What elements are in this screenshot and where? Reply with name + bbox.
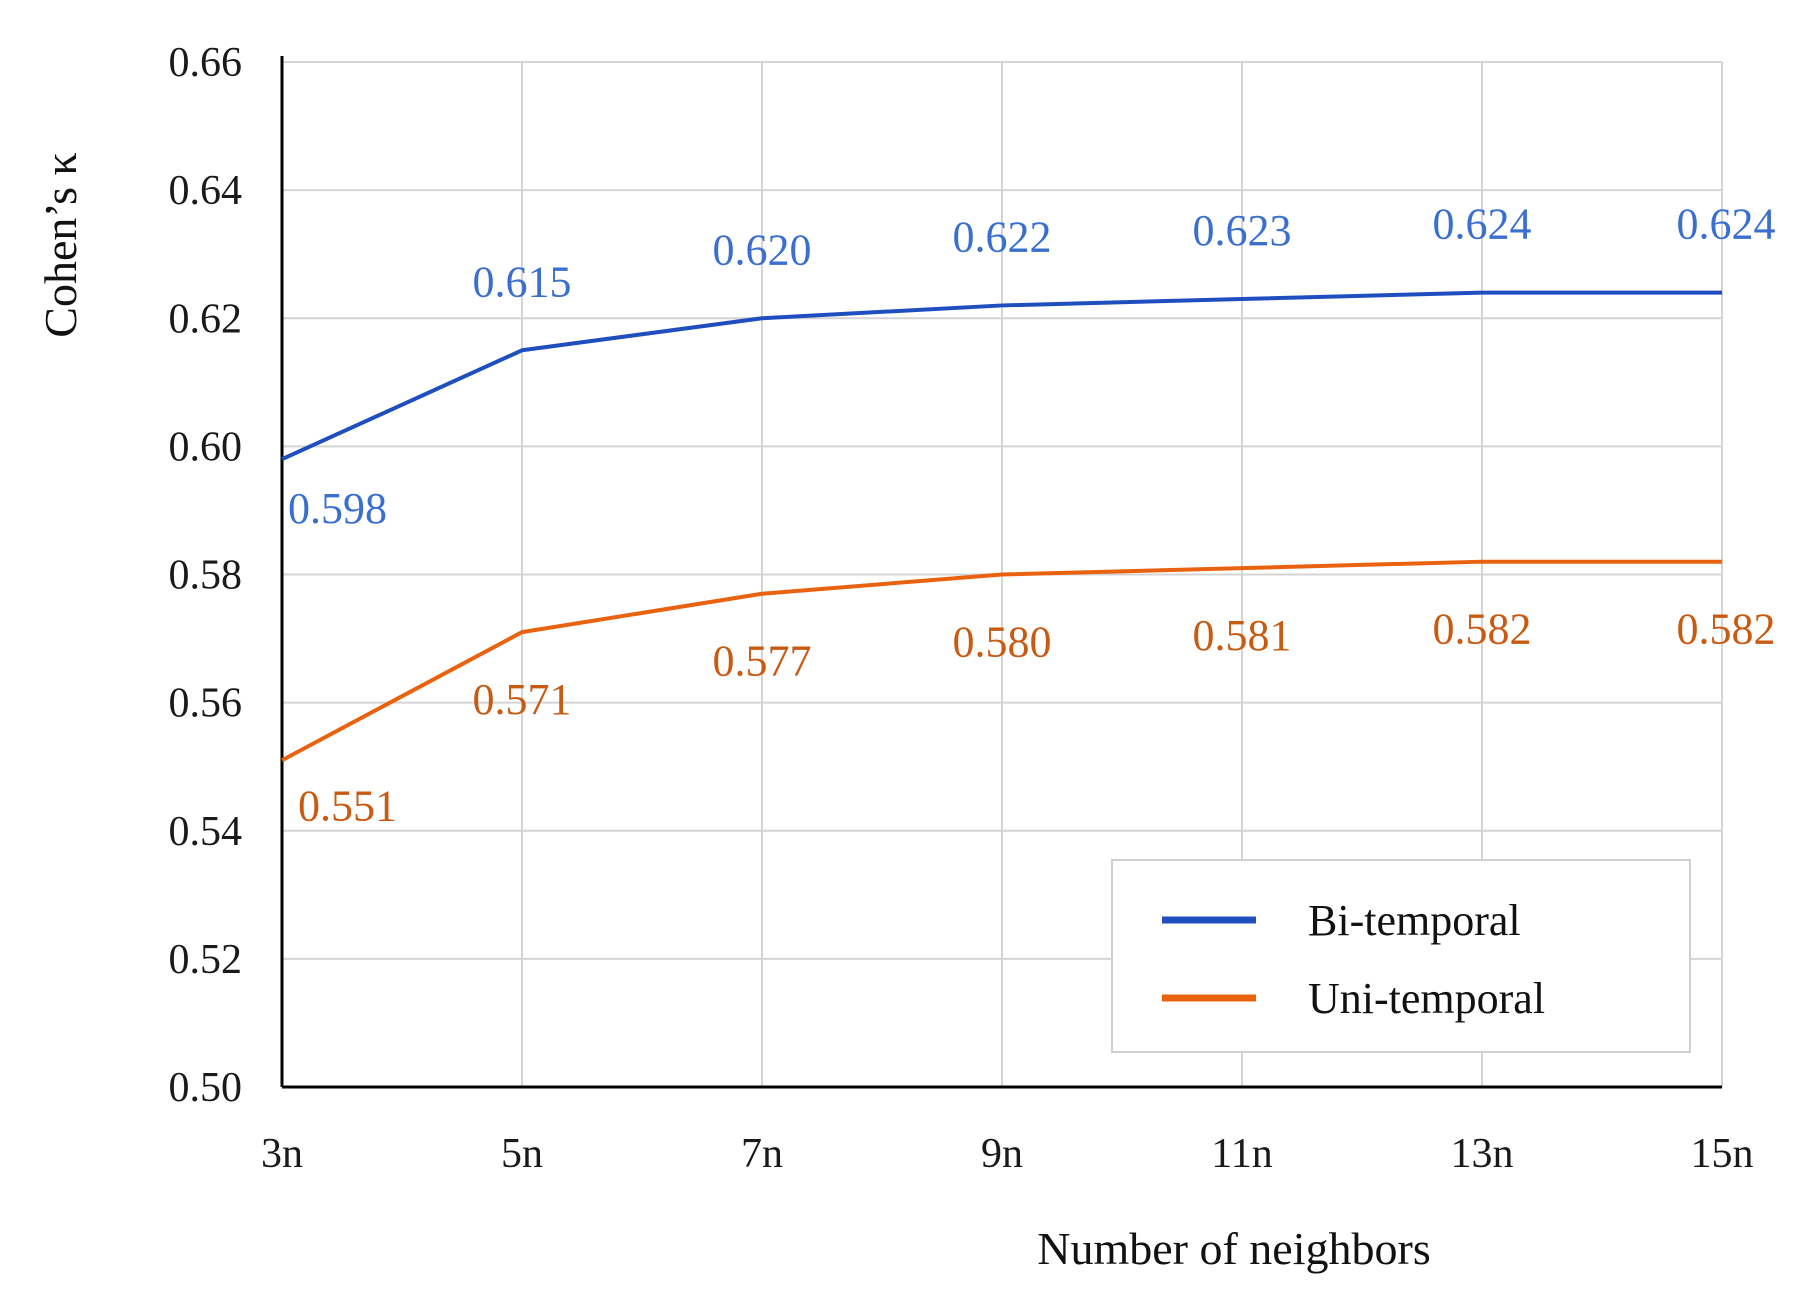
data-label-bi-temporal: 0.624 <box>1433 200 1532 249</box>
y-tick-label: 0.60 <box>169 424 243 470</box>
axes <box>280 56 1722 1089</box>
data-label-uni-temporal: 0.577 <box>713 637 812 686</box>
data-label-uni-temporal: 0.582 <box>1433 605 1532 654</box>
data-label-bi-temporal: 0.624 <box>1677 200 1776 249</box>
x-tick-labels: 3n 5n 7n 9n 11n 13n 15n <box>261 1131 1754 1177</box>
data-label-uni-temporal: 0.582 <box>1677 605 1776 654</box>
x-tick-label: 13n <box>1451 1131 1514 1177</box>
data-label-bi-temporal: 0.622 <box>953 212 1052 261</box>
legend-label-bi-temporal: Bi-temporal <box>1308 896 1521 945</box>
x-tick-label: 11n <box>1211 1131 1272 1177</box>
data-label-bi-temporal: 0.623 <box>1193 206 1292 255</box>
data-label-bi-temporal: 0.620 <box>713 225 812 274</box>
legend-label-uni-temporal: Uni-temporal <box>1308 974 1545 1023</box>
y-tick-label: 0.56 <box>169 681 243 727</box>
legend: Bi-temporal Uni-temporal <box>1111 859 1691 1053</box>
y-tick-label: 0.58 <box>169 553 243 599</box>
y-tick-label: 0.62 <box>169 296 243 342</box>
data-label-bi-temporal: 0.598 <box>288 484 387 533</box>
y-tick-label: 0.64 <box>169 168 243 214</box>
series-line-bi-temporal <box>281 290 1722 462</box>
x-axis-title: Number of neighbors <box>1037 1223 1430 1274</box>
data-labels: 0.598 0.615 0.620 0.622 0.623 0.624 0.624 0.551… <box>288 200 1776 831</box>
y-tick-labels: 0.50 0.52 0.54 0.56 0.58 0.60 0.62 0.64 0.66 <box>169 40 243 1111</box>
x-tick-label: 15n <box>1691 1131 1754 1177</box>
y-tick-label: 0.54 <box>169 809 243 855</box>
x-tick-label: 7n <box>741 1131 783 1177</box>
y-tick-label: 0.50 <box>169 1065 243 1111</box>
x-tick-label: 9n <box>981 1131 1023 1177</box>
data-label-uni-temporal: 0.571 <box>473 675 572 724</box>
series-lines <box>281 290 1722 763</box>
data-label-uni-temporal: 0.551 <box>298 781 397 830</box>
x-tick-label: 3n <box>261 1131 303 1177</box>
y-axis-title: Cohen’s κ <box>35 152 86 337</box>
data-label-uni-temporal: 0.580 <box>953 618 1052 667</box>
series-line-uni-temporal <box>281 559 1722 763</box>
y-tick-label: 0.66 <box>169 40 243 86</box>
legend-box <box>1111 859 1691 1053</box>
x-tick-label: 5n <box>501 1131 543 1177</box>
y-tick-label: 0.52 <box>169 937 243 983</box>
data-label-bi-temporal: 0.615 <box>473 257 572 306</box>
data-label-uni-temporal: 0.581 <box>1193 611 1292 660</box>
